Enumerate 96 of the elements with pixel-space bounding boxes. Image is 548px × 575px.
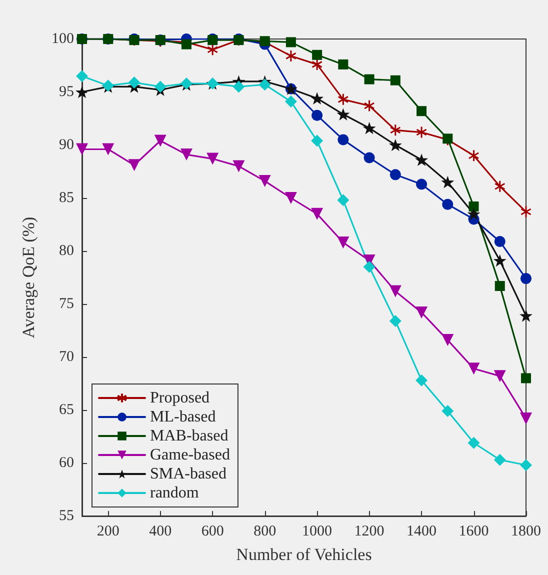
point (416, 126, 428, 139)
legend-label: Game-based (150, 446, 230, 464)
point (520, 412, 532, 424)
point (468, 362, 480, 375)
y-tick-label: 100 (52, 31, 74, 47)
y-axis-title: Average QoE (%) (19, 216, 38, 338)
y-tick-label: 90 (59, 137, 74, 153)
point (442, 198, 454, 210)
y-tick-label: 55 (59, 508, 74, 524)
point (467, 208, 480, 220)
y-tick-label: 70 (59, 349, 74, 365)
point (468, 201, 479, 212)
point (416, 374, 428, 386)
point (442, 334, 454, 346)
point (338, 59, 348, 70)
point (468, 436, 480, 449)
legend-label: Proposed (150, 390, 210, 406)
x-tick-label: 800 (254, 524, 276, 540)
point (76, 86, 88, 98)
point (128, 76, 140, 88)
y-tick-label: 80 (59, 243, 74, 259)
point (338, 93, 349, 106)
x-tick-label: 1800 (511, 524, 541, 540)
point (416, 306, 428, 318)
point (389, 285, 402, 298)
point (493, 254, 506, 267)
x-tick-label: 1400 (406, 524, 437, 540)
point (258, 175, 271, 188)
point (520, 459, 532, 472)
point (416, 178, 428, 190)
legend-label: MAB-based (150, 428, 228, 444)
x-tick-label: 400 (149, 524, 172, 540)
legend-label: random (150, 484, 200, 502)
point (76, 143, 88, 156)
point (311, 134, 324, 147)
y-tick-label: 65 (59, 402, 74, 418)
point (284, 192, 297, 204)
point (312, 58, 323, 71)
x-tick-label: 600 (201, 524, 224, 540)
point (520, 206, 532, 218)
point (442, 405, 454, 418)
point (441, 176, 454, 188)
point (364, 152, 375, 164)
point (390, 169, 401, 180)
point (468, 149, 480, 162)
point (521, 373, 531, 384)
point (415, 154, 428, 166)
x-tick-label: 1000 (302, 524, 332, 540)
point (284, 96, 297, 108)
point (362, 122, 376, 134)
point (337, 236, 350, 249)
point (494, 370, 506, 382)
point (520, 273, 532, 284)
point (102, 143, 114, 156)
y-tick-label: 85 (59, 190, 74, 206)
legend-label: SMA-based (150, 466, 226, 482)
point (310, 92, 324, 105)
x-axis-title: Number of Vehicles (236, 545, 372, 564)
point (364, 100, 375, 112)
point (336, 108, 350, 120)
point (337, 194, 350, 206)
x-tick-label: 1200 (354, 524, 384, 540)
point (312, 50, 322, 60)
point (76, 70, 88, 82)
point (390, 124, 401, 136)
point (154, 80, 166, 93)
point (416, 106, 427, 116)
point (494, 180, 506, 193)
point (338, 134, 349, 146)
point (258, 78, 271, 91)
point (389, 314, 402, 327)
y-tick-label: 60 (59, 455, 74, 471)
y-tick-label: 75 (59, 296, 74, 312)
point (311, 208, 324, 220)
point (363, 260, 376, 273)
point (206, 152, 219, 165)
point (232, 80, 245, 93)
point (128, 159, 140, 172)
point (390, 75, 400, 86)
point (364, 74, 374, 84)
point (312, 110, 323, 121)
legend-label: ML-based (150, 408, 216, 426)
point (181, 39, 192, 50)
point (520, 309, 532, 322)
x-tick-label: 200 (96, 524, 120, 540)
point (154, 134, 166, 147)
x-tick-label: 1600 (458, 524, 489, 540)
point (180, 148, 192, 161)
point (285, 50, 296, 62)
point (494, 454, 506, 466)
point (494, 236, 506, 247)
point (494, 280, 505, 291)
point (388, 138, 402, 152)
point (286, 37, 296, 48)
y-tick-label: 95 (59, 84, 74, 100)
point (232, 160, 245, 172)
